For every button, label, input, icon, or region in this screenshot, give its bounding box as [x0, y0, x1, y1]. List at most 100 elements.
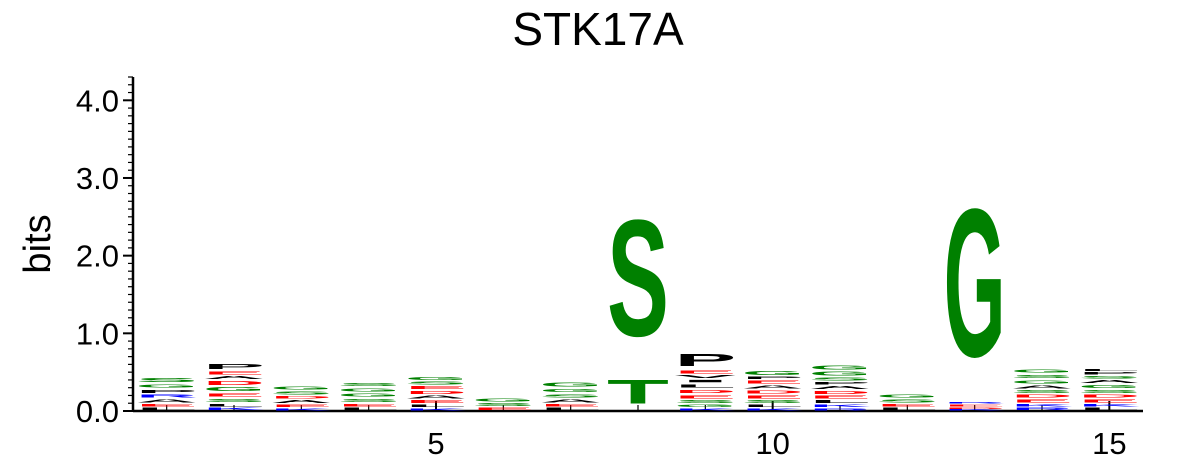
logo-letter-e: E	[405, 385, 467, 390]
logo-letter-a: A	[809, 385, 871, 390]
logo-letter-e: E	[136, 403, 198, 407]
logo-letter-s: S	[136, 377, 198, 383]
logo-letter-p: P	[674, 351, 736, 370]
logo-letter-l: L	[203, 403, 265, 407]
logo-letter-s: S	[203, 398, 265, 403]
logo-letter-k: K	[1078, 403, 1140, 407]
logo-letter-s: S	[809, 377, 871, 382]
logo-letter-s: S	[674, 399, 736, 404]
logo-letter-g: G	[1011, 379, 1073, 384]
logo-letter-e: E	[270, 404, 332, 408]
logo-letter-g: G	[809, 371, 871, 377]
y-tick-label: 3.0	[76, 161, 119, 196]
logo-letter-p: P	[742, 376, 804, 380]
y-tick-label: 2.0	[76, 239, 119, 274]
logo-letter-d: D	[203, 380, 265, 386]
y-tick-label: 0.0	[76, 394, 119, 429]
logo-letter-k: K	[809, 404, 871, 408]
logo-letter-a: A	[540, 399, 602, 404]
logo-letter-l: L	[540, 407, 602, 411]
logo-letter-p: P	[1078, 371, 1140, 375]
logo-letter-r: R	[809, 408, 871, 411]
logo-letter-e: E	[742, 380, 804, 385]
logo-letter-l: L	[338, 407, 400, 411]
logo-letter-t: T	[607, 372, 669, 411]
logo-letter-g: G	[674, 404, 736, 408]
logo-letter-d: D	[405, 390, 467, 395]
y-tick-label: 4.0	[76, 83, 119, 118]
logo-letter-l: L	[136, 407, 198, 411]
logo-letter-a: A	[742, 385, 804, 390]
logo-letter-g: G	[1078, 384, 1140, 389]
logo-letter-s: S	[1011, 389, 1073, 394]
logo-letter-d: D	[809, 390, 871, 395]
logo-letter-s: S	[405, 381, 467, 386]
logo-letter-s: S	[338, 381, 400, 386]
logo-letter-s: S	[1078, 389, 1140, 394]
logo-letter-d: D	[1078, 394, 1140, 399]
logo-letter-g: G	[1011, 368, 1073, 373]
logo-letter-p: P	[136, 388, 198, 393]
logo-letter-e: E	[944, 404, 1006, 407]
logo-letter-a: A	[136, 399, 198, 404]
logo-letter-g: G	[742, 370, 804, 376]
logo-letter-e: E	[809, 395, 871, 400]
logo-letter-e: E	[674, 394, 736, 399]
logo-letter-e: E	[540, 403, 602, 407]
logo-letter-d: D	[270, 395, 332, 399]
logo-letter-e: E	[338, 403, 400, 407]
logo-letter-a: A	[270, 399, 332, 404]
logo-letter-g: G	[405, 376, 467, 381]
logo-letter-d: D	[742, 389, 804, 394]
logo-letter-a: A	[1011, 385, 1073, 390]
logo-letter-l: L	[876, 407, 938, 411]
logo-letter-k: K	[944, 409, 1006, 411]
logo-letter-a: A	[1078, 379, 1140, 384]
logo-letters: LEARPGSKLSEGDAEPKEADSGLESGGSKLEADESGESGL…	[136, 164, 1141, 411]
logo-letter-p: P	[203, 363, 265, 371]
y-tick-label: 1.0	[76, 316, 119, 351]
logo-letter-e: E	[876, 403, 938, 407]
logo-letter-e: E	[405, 399, 467, 404]
logo-letter-l: L	[1078, 407, 1140, 411]
logo-letter-k: K	[270, 408, 332, 411]
logo-letter-k: K	[203, 407, 265, 411]
logo-letter-s: S	[472, 402, 534, 407]
logo-letter-s: S	[338, 398, 400, 403]
y-axis-label: bits	[17, 214, 59, 273]
logo-letter-k: K	[405, 408, 467, 411]
logo-letter-e: E	[203, 392, 265, 397]
logo-letter-k: K	[674, 408, 736, 411]
logo-letter-g: G	[809, 364, 871, 370]
logo-letter-g: G	[472, 398, 534, 403]
logo-letter-e: E	[1011, 399, 1073, 404]
logo-letter-s: S	[1078, 375, 1140, 379]
logo-letter-g: G	[270, 385, 332, 390]
logo-letter-l: L	[674, 383, 736, 388]
logo-letter-e: E	[203, 371, 265, 376]
logo-letter-v: V	[674, 374, 736, 379]
logo-letter-s: S	[270, 391, 332, 396]
logo-letter-k: K	[742, 408, 804, 411]
x-tick-label: 10	[755, 426, 789, 461]
logo-letter-r: R	[1011, 407, 1073, 411]
logo-letter-k: K	[1011, 403, 1073, 407]
logo-letter-l: L	[1078, 368, 1140, 371]
logo-letter-d: D	[944, 407, 1006, 409]
logo-letter-a: A	[203, 375, 265, 380]
logo-letter-l: L	[742, 404, 804, 408]
logo-letter-p: P	[809, 381, 871, 385]
logo-letter-g: G	[338, 387, 400, 392]
logo-letter-d: D	[1011, 394, 1073, 399]
logo-letter-s: S	[1011, 374, 1073, 379]
logo-letter-e: E	[674, 370, 736, 375]
logo-letter-g: G	[540, 388, 602, 393]
logo-letter-s: S	[540, 393, 602, 398]
logo-letter-d: D	[674, 388, 736, 393]
x-tick-label: 5	[427, 426, 444, 461]
logo-letter-g: G	[136, 383, 198, 388]
logo-letter-a: A	[405, 395, 467, 400]
logo-letter-s: S	[742, 399, 804, 404]
